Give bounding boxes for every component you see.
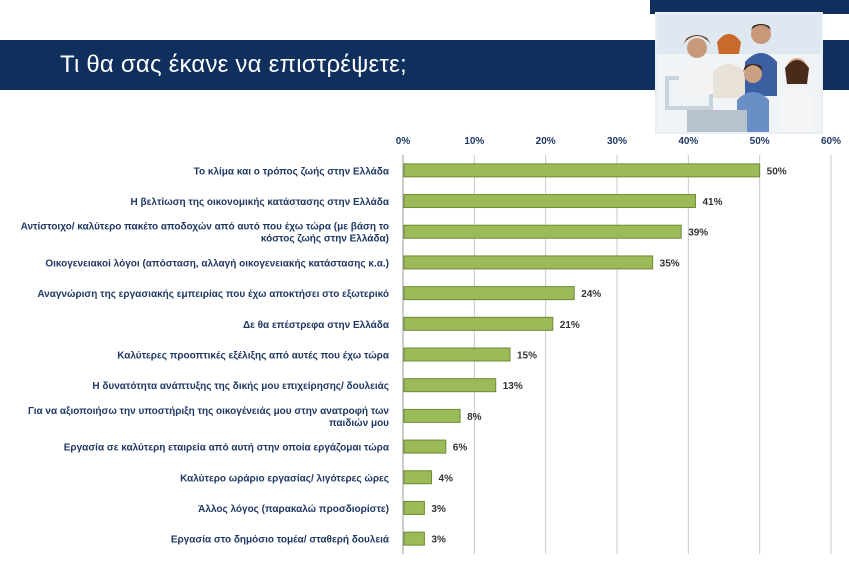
bar (403, 470, 433, 485)
x-tick-label: 60% (821, 136, 841, 147)
bar (403, 194, 696, 209)
category-label: Για να αξιοποιήσω την υποστήριξη της οικ… (28, 406, 389, 417)
x-tick-label: 30% (607, 136, 627, 147)
x-tick-label: 0% (396, 136, 411, 147)
value-label: 8% (467, 412, 482, 423)
bar (403, 439, 447, 454)
category-label: Οικογενειακοί λόγοι (απόσταση, αλλαγή οι… (45, 258, 389, 269)
page-title: Τι θα σας έκανε να επιστρέψετε; (60, 51, 407, 78)
bar (403, 500, 425, 515)
category-label: Η δυνατότητα ανάπτυξης της δικής μου επι… (92, 381, 389, 392)
bar (403, 163, 761, 178)
header-accent-strip (650, 0, 849, 14)
category-label: Αντίστοιχο/ καλύτερο πακέτο αποδοχών από… (21, 222, 389, 233)
bar (403, 408, 461, 423)
value-label: 50% (767, 166, 787, 177)
value-label: 13% (503, 381, 523, 392)
office-team-photo-illustration (657, 14, 821, 132)
value-label: 35% (660, 258, 680, 269)
value-label: 4% (439, 473, 454, 484)
category-label: Εργασία σε καλύτερη εταιρεία από αυτή στ… (64, 443, 390, 454)
x-tick-label: 40% (678, 136, 698, 147)
value-label: 3% (431, 504, 446, 515)
category-label: Δε θα επέστρεφα στην Ελλάδα (243, 320, 390, 331)
value-label: 21% (560, 320, 580, 331)
bar (403, 255, 654, 270)
x-tick-label: 10% (464, 136, 484, 147)
x-tick-label: 50% (750, 136, 770, 147)
category-label: Το κλίμα και ο τρόπος ζωής στην Ελλάδα (194, 166, 390, 177)
category-label: Καλύτερο ωράριο εργασίας/ λιγότερες ώρες (180, 473, 389, 484)
bar (403, 224, 682, 239)
value-label: 6% (453, 443, 468, 454)
x-tick-label: 20% (536, 136, 556, 147)
value-label: 3% (431, 535, 446, 546)
category-label: Εργασία στο δημόσιο τομέα/ σταθερή δουλε… (171, 535, 390, 546)
bar (403, 378, 497, 393)
category-label: Άλλος λόγος (παρακαλώ προσδιορίστε) (198, 504, 389, 515)
value-label: 24% (581, 289, 601, 300)
category-label: Καλύτερες προοπτικές εξέλιξης από αυτές … (117, 351, 390, 362)
bar (403, 316, 554, 331)
value-label: 15% (517, 351, 537, 362)
bar (403, 347, 511, 362)
office-team-photo (655, 12, 823, 134)
value-label: 41% (702, 197, 722, 208)
category-label: παιδιών μου (329, 418, 389, 429)
bar (403, 531, 425, 546)
bar (403, 286, 575, 301)
category-label: κόστος ζωής στην Ελλάδα) (261, 234, 389, 245)
category-label: Η βελτίωση της οικονομικής κατάστασης στ… (131, 197, 390, 208)
category-label: Αναγνώριση της εργασιακής εμπειρίας που … (37, 289, 389, 300)
value-label: 39% (688, 228, 708, 239)
